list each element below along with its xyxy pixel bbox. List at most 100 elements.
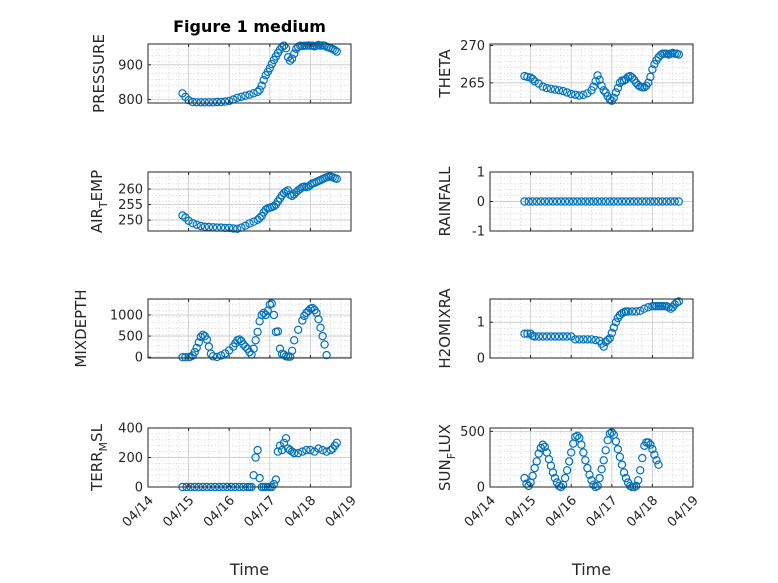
y-tick-label: 260 xyxy=(118,183,143,198)
x-axis-label-terr_msl: Time xyxy=(229,560,269,579)
x-tick-label: 04/18 xyxy=(282,493,319,530)
data-point-pressure xyxy=(281,44,291,53)
data-point-mixdepth xyxy=(253,327,262,337)
data-point-theta xyxy=(656,51,665,60)
data-point-pressure xyxy=(279,41,289,50)
data-point-pressure xyxy=(233,93,242,103)
data-point-terr_msl xyxy=(273,447,283,456)
data-point-sun_flux xyxy=(644,438,653,447)
data-point-rainfall xyxy=(532,197,541,206)
data-point-rainfall xyxy=(617,197,627,206)
data-point-sun_flux xyxy=(532,457,541,466)
data-point-h2omixra xyxy=(575,335,584,344)
data-point-pressure xyxy=(241,91,250,100)
data-point-air_temp xyxy=(233,224,242,233)
data-point-air_temp xyxy=(200,222,209,231)
data-point-pressure xyxy=(245,90,254,99)
data-point-air_temp xyxy=(241,221,250,230)
data-point-rainfall xyxy=(638,197,647,206)
data-point-rainfall xyxy=(634,197,643,206)
y-tick-label: 1 xyxy=(477,166,485,181)
data-point-air_temp xyxy=(245,219,254,228)
x-tick-label: 04/17 xyxy=(584,493,621,530)
data-point-terr_msl xyxy=(294,448,303,458)
y-tick-label: 0 xyxy=(477,352,485,367)
data-point-h2omixra xyxy=(554,332,564,341)
data-point-air_temp xyxy=(184,216,193,225)
data-point-theta xyxy=(542,83,552,93)
data-point-pressure xyxy=(267,59,276,69)
data-point-sun_flux xyxy=(528,471,537,481)
data-point-mixdepth xyxy=(198,330,207,339)
data-point-terr_msl xyxy=(251,453,260,462)
data-point-theta xyxy=(530,77,539,86)
data-point-theta xyxy=(674,50,684,59)
data-point-sun_flux xyxy=(636,466,645,475)
data-point-h2omixra xyxy=(632,307,641,316)
data-point-rainfall xyxy=(581,197,590,206)
data-point-pressure xyxy=(255,85,264,95)
data-point-mixdepth xyxy=(208,352,218,361)
data-point-sun_flux xyxy=(565,457,574,466)
data-point-mixdepth xyxy=(290,336,299,345)
data-point-mixdepth xyxy=(257,310,266,320)
data-point-sun_flux xyxy=(577,440,586,449)
data-point-sun_flux xyxy=(562,466,572,475)
data-point-h2omixra xyxy=(571,335,580,344)
data-point-sun_flux xyxy=(619,468,629,477)
data-point-sun_flux xyxy=(573,431,582,440)
y-tick-label: 900 xyxy=(118,58,143,73)
data-point-theta xyxy=(644,78,653,88)
data-point-pressure xyxy=(257,81,266,90)
data-point-theta xyxy=(571,90,580,100)
x-tick-label: 04/15 xyxy=(160,493,197,530)
data-point-h2omixra xyxy=(640,304,649,313)
data-point-mixdepth xyxy=(314,315,323,324)
data-point-rainfall xyxy=(552,197,562,206)
data-point-theta xyxy=(523,72,532,82)
data-point-sun_flux xyxy=(540,442,550,452)
data-point-h2omixra xyxy=(550,332,560,341)
data-point-rainfall xyxy=(650,197,659,206)
data-point-sun_flux xyxy=(632,481,641,491)
data-point-sun_flux xyxy=(650,450,659,459)
data-point-terr_msl xyxy=(253,445,262,455)
data-point-rainfall xyxy=(548,197,558,206)
data-point-sun_flux xyxy=(550,473,560,483)
subplot-terr_msl: 04/14 04/15 04/16 04/17 04/18 04/19 0 200 400 TER… xyxy=(88,422,360,580)
data-point-h2omixra xyxy=(607,328,617,338)
data-point-terr_msl xyxy=(318,445,327,455)
data-point-h2omixra xyxy=(530,332,539,341)
data-point-theta xyxy=(611,88,621,97)
axes-box-mixdepth xyxy=(147,298,352,359)
data-point-pressure xyxy=(259,75,268,85)
data-point-h2omixra xyxy=(605,334,615,343)
data-point-pressure xyxy=(196,98,205,107)
data-point-air_temp xyxy=(188,218,197,228)
x-tick-label: 04/18 xyxy=(624,493,661,530)
data-point-sun_flux xyxy=(601,446,610,455)
data-point-terr_msl xyxy=(279,438,289,447)
data-point-sun_flux xyxy=(595,473,604,483)
data-point-rainfall xyxy=(621,197,631,206)
data-point-h2omixra xyxy=(542,332,552,341)
data-point-mixdepth xyxy=(318,331,327,341)
data-point-sun_flux xyxy=(581,456,590,465)
data-point-pressure xyxy=(332,47,341,56)
subplot-theta: 265 270 THETA xyxy=(436,39,694,106)
subplot-rainfall: -1 0 1 RAINFALL xyxy=(436,166,694,240)
data-point-sun_flux xyxy=(579,448,588,457)
data-point-mixdepth xyxy=(192,343,201,353)
data-point-sun_flux xyxy=(597,465,606,474)
data-point-sun_flux xyxy=(534,449,543,458)
data-point-h2omixra xyxy=(523,329,532,338)
data-point-pressure xyxy=(237,92,246,102)
data-point-rainfall xyxy=(674,197,684,206)
data-point-sun_flux xyxy=(548,468,558,477)
data-point-h2omixra xyxy=(623,307,633,316)
data-point-pressure xyxy=(253,87,262,97)
data-point-sun_flux xyxy=(615,452,625,462)
data-point-pressure xyxy=(249,89,258,98)
data-point-rainfall xyxy=(658,197,667,206)
